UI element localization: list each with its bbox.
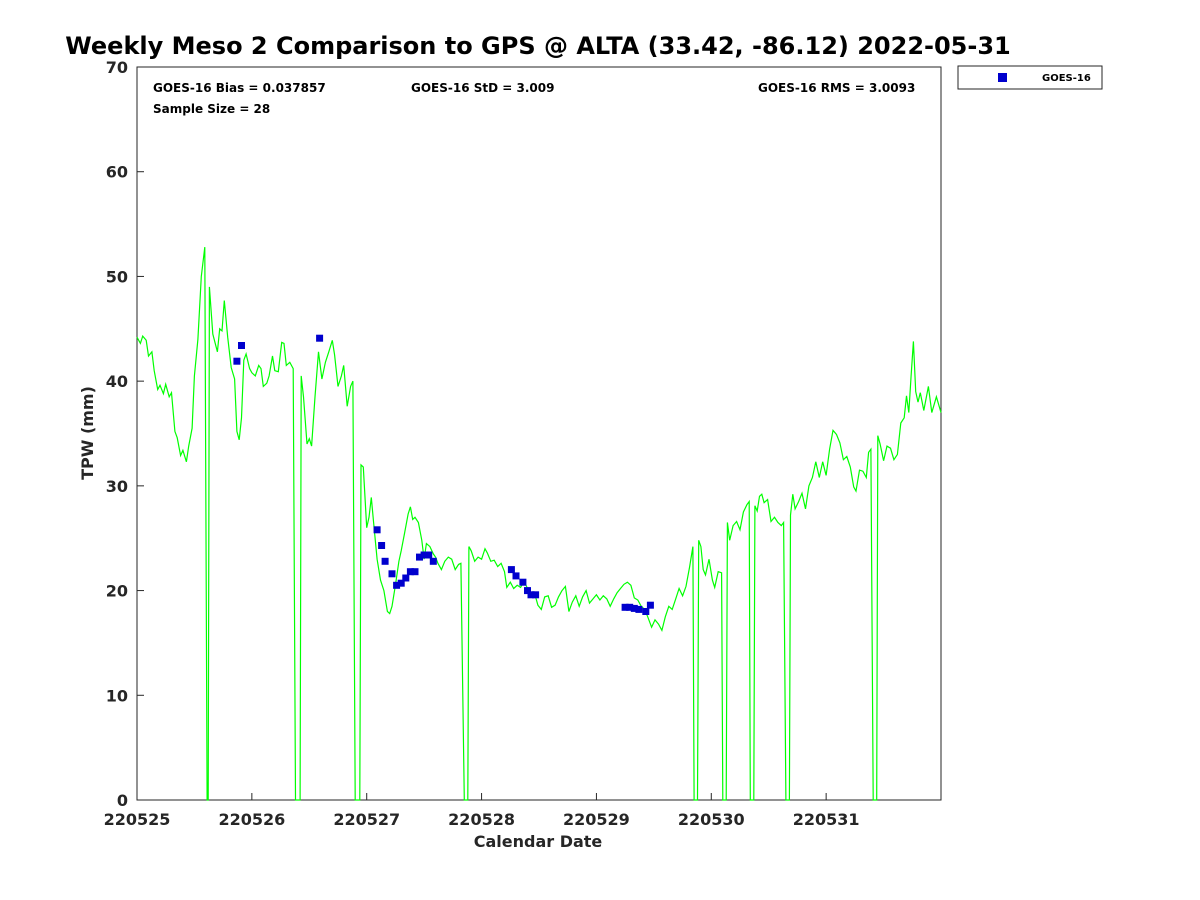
y-tick-label: 30 [106, 477, 128, 496]
x-tick-label: 220528 [448, 810, 515, 829]
goes16-point [316, 334, 324, 342]
legend: GOES-16 [957, 65, 1103, 90]
x-tick-label: 220527 [333, 810, 400, 829]
goes16-point [406, 568, 414, 576]
goes16-point [524, 587, 531, 595]
goes16-point [378, 542, 386, 549]
goes16-point [630, 604, 638, 612]
y-axis-ticks: 0 10 20 30 40 50 60 70 [106, 58, 144, 810]
goes16-point [397, 579, 405, 587]
goes16-point [402, 574, 410, 582]
goes16-point [527, 591, 535, 599]
y-tick-label: 60 [106, 163, 128, 182]
y-tick-label: 40 [106, 372, 128, 391]
legend-box [957, 65, 1103, 90]
sample-size-annotation: Sample Size = 28 [153, 102, 270, 116]
goes16-point [642, 608, 650, 615]
y-tick-label: 0 [117, 791, 128, 810]
x-tick-label: 220531 [793, 810, 860, 829]
plot-area: 0 10 20 30 40 50 60 70 220525 220526 220527 220528… [104, 58, 942, 829]
x-tick-label: 220526 [218, 810, 285, 829]
x-axis-label: Calendar Date [474, 832, 603, 851]
x-tick-label: 220525 [104, 810, 171, 829]
goes16-point [626, 603, 634, 611]
goes16-point [416, 553, 423, 561]
goes16-scatter-series [233, 334, 654, 615]
y-tick-label: 50 [106, 267, 128, 286]
goes16-point [635, 605, 643, 613]
goes16-point [507, 566, 515, 574]
x-tick-label: 220530 [678, 810, 745, 829]
y-tick-label: 70 [106, 58, 128, 77]
x-axis-ticks: 220525 220526 220527 220528 220529 220530 2205… [104, 793, 860, 829]
bias-annotation: GOES-16 Bias = 0.037857 [153, 81, 326, 95]
goes16-point [393, 581, 401, 589]
legend-marker-goes16 [998, 73, 1007, 82]
axes-box [136, 66, 942, 801]
goes16-point [519, 578, 527, 586]
goes16-point [388, 570, 396, 578]
goes16-point [373, 526, 381, 534]
std-annotation: GOES-16 StD = 3.009 [411, 81, 554, 95]
y-axis-label: TPW (mm) [78, 386, 97, 480]
goes16-point [425, 551, 433, 559]
legend-label-goes16: GOES-16 [1042, 73, 1091, 84]
x-tick-label: 220529 [563, 810, 630, 829]
chart-title: Weekly Meso 2 Comparison to GPS @ ALTA (… [65, 32, 1010, 60]
y-tick-label: 10 [106, 686, 128, 705]
goes16-point [233, 357, 241, 365]
goes16-point [420, 551, 428, 559]
rms-annotation: GOES-16 RMS = 3.0093 [758, 81, 915, 95]
goes16-point [411, 568, 419, 576]
goes16-point [381, 557, 389, 565]
goes16-point [429, 557, 437, 565]
goes16-point [621, 603, 629, 611]
y-tick-label: 20 [106, 582, 128, 601]
goes16-point [512, 572, 520, 580]
goes16-point [532, 591, 540, 599]
goes16-point [646, 601, 654, 609]
goes16-point [238, 342, 245, 349]
